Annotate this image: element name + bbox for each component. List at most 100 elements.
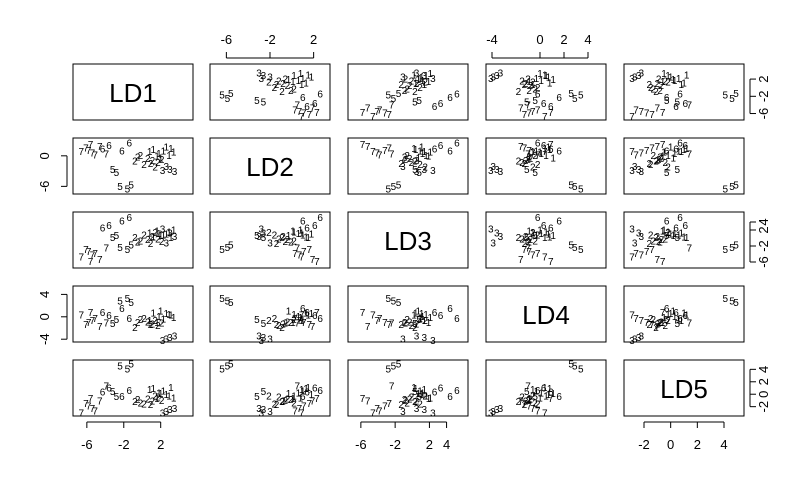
point-label-4-0-13: 2 [155,393,161,404]
point-label-0-1-3: 1 [303,79,309,90]
point-label-0-1-4: 1 [298,69,304,80]
point-label-3-4-25: 5 [723,294,729,305]
point-label-0-4-31: 6 [664,93,670,104]
point-label-3-4-14: 2 [648,314,654,325]
point-label-0-4-1: 1 [676,74,682,85]
y-tick-label-ld5-0: -2 [756,401,771,413]
point-label-1-3-12: 2 [532,151,538,162]
point-label-4-2-29: 6 [432,388,438,399]
point-label-2-1-17: 2 [266,228,272,239]
point-label-2-1-20: 3 [261,228,267,239]
point-label-1-2-5: 1 [416,153,422,164]
point-label-2-0-22: 3 [172,232,178,243]
point-label-0-4-26: 5 [733,89,739,100]
point-label-2-4-11: 2 [655,232,661,243]
point-label-2-3-17: 2 [530,228,536,239]
point-label-2-1-35: 7 [306,245,312,256]
panel-frame-ld2-ld2 [209,137,331,195]
point-label-1-4-15: 2 [656,155,662,166]
point-label-2-0-27: 5 [114,231,120,242]
point-label-4-1-7: 1 [305,383,311,394]
point-label-1-2-29: 6 [432,145,438,156]
point-label-1-2-13: 2 [409,158,415,169]
point-label-3-0-39: 7 [103,318,109,329]
point-label-3-1-14: 2 [272,314,278,325]
point-label-4-0-29: 6 [100,388,106,399]
point-label-0-4-20: 3 [636,71,642,82]
point-label-2-0-35: 7 [83,245,89,256]
point-label-0-2-20: 3 [422,71,428,82]
point-label-0-4-7: 1 [684,70,690,81]
point-label-3-0-12: 2 [138,315,144,326]
point-label-1-4-18: 2 [647,159,653,170]
point-label-4-3-30: 6 [541,383,547,394]
point-label-4-3-11: 2 [523,396,529,407]
point-label-0-4-25: 5 [723,91,729,102]
point-label-3-1-35: 7 [306,320,312,331]
point-label-0-3-40: 7 [548,108,554,119]
point-label-4-3-16: 2 [516,397,522,408]
point-label-4-2-35: 7 [386,399,392,410]
point-label-3-1-0: 1 [296,312,302,323]
point-label-1-4-24: 5 [729,182,735,193]
point-label-4-1-17: 2 [266,391,272,402]
point-label-2-0-18: 2 [148,239,154,250]
point-label-2-3-11: 2 [523,232,529,243]
point-label-3-2-33: 7 [382,318,388,329]
point-label-4-2-9: 1 [419,390,425,401]
point-label-0-4-28: 5 [675,97,681,108]
point-label-3-2-27: 5 [416,315,422,326]
point-label-3-1-34: 7 [297,316,303,327]
point-label-4-2-32: 6 [454,386,460,397]
point-label-2-0-14: 2 [141,230,147,241]
point-label-1-4-37: 7 [655,142,661,153]
point-label-0-1-25: 5 [219,91,225,102]
point-label-1-3-27: 5 [532,168,538,179]
point-label-4-0-22: 3 [172,404,178,415]
point-label-3-1-32: 6 [317,314,323,325]
point-label-2-1-23: 3 [258,224,264,235]
point-label-0-3-23: 3 [488,74,494,85]
point-label-2-4-8: 1 [660,226,666,237]
point-label-0-3-4: 1 [537,69,543,80]
point-label-2-3-10: 2 [528,235,534,246]
point-label-1-2-10: 2 [407,154,413,165]
panel-frame-ld5-ld5 [623,359,745,417]
point-label-1-3-40: 7 [548,140,554,151]
point-label-0-2-4: 1 [428,69,434,80]
point-label-2-3-26: 5 [568,240,574,251]
point-label-4-0-24: 5 [117,362,123,373]
point-label-1-2-26: 5 [396,180,402,191]
point-label-1-0-7: 1 [168,144,174,155]
point-label-4-0-31: 6 [119,392,125,403]
point-label-3-4-39: 7 [687,318,693,329]
point-label-1-3-26: 5 [568,180,574,191]
y-tick-label-ld1-1: -2 [756,91,771,103]
point-label-3-1-9: 1 [309,309,315,320]
point-label-4-0-1: 1 [161,386,167,397]
point-label-1-0-15: 2 [159,155,165,166]
point-label-3-1-18: 2 [274,320,280,331]
point-label-4-0-9: 1 [163,390,169,401]
point-label-2-3-6: 1 [530,228,536,239]
point-label-0-1-7: 1 [305,70,311,81]
point-label-3-1-10: 2 [285,317,291,328]
point-label-3-1-33: 7 [301,318,307,329]
point-label-1-3-32: 6 [535,139,541,150]
point-label-1-4-35: 7 [649,144,655,155]
point-label-3-2-22: 3 [414,331,420,342]
point-label-0-2-2: 1 [423,71,429,82]
point-label-0-4-23: 3 [629,74,635,85]
point-label-1-0-35: 7 [83,144,89,155]
point-label-3-0-26: 5 [128,298,134,309]
point-label-3-0-10: 2 [145,317,151,328]
point-label-1-2-14: 2 [417,160,423,171]
point-label-3-4-31: 6 [664,304,670,315]
point-label-4-0-16: 2 [132,397,138,408]
point-label-4-2-22: 3 [414,404,420,415]
point-label-4-0-32: 6 [127,386,133,397]
point-label-2-3-19: 2 [526,238,532,249]
x-tick-label-ld4-2: 2 [560,32,567,47]
point-label-4-3-40: 7 [548,394,554,405]
point-label-4-1-0: 1 [296,388,302,399]
